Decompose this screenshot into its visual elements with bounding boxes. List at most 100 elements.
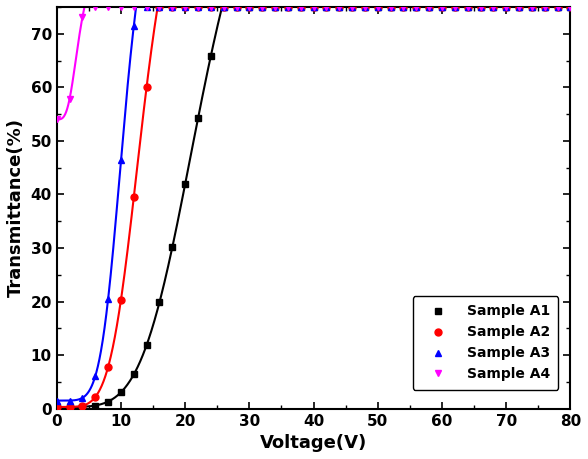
Sample A3 [336,4,343,10]
Sample A3 [439,4,446,10]
Sample A1 [259,4,266,10]
Line: Sample A4: Sample A4 [54,4,574,123]
Sample A4 [246,4,253,10]
Sample A4 [195,4,202,10]
Sample A1 [336,4,343,10]
Sample A4 [336,4,343,10]
Sample A3 [92,374,99,379]
Sample A3 [272,4,279,10]
Sample A3 [375,4,382,10]
Sample A2 [426,4,433,10]
Line: Sample A3: Sample A3 [54,4,574,404]
Sample A3 [464,4,471,10]
Sample A1 [490,4,497,10]
Sample A3 [567,4,574,10]
Sample A1 [310,4,317,10]
Sample A1 [220,4,227,10]
Sample A3 [105,297,112,302]
Sample A1 [554,4,561,10]
Sample A2 [439,4,446,10]
Sample A1 [156,300,163,305]
Sample A1 [323,4,330,10]
Sample A1 [195,116,202,121]
Sample A3 [259,4,266,10]
Sample A3 [529,4,536,10]
Sample A3 [66,398,73,403]
Sample A2 [452,4,459,10]
Sample A4 [182,4,189,10]
Sample A2 [554,4,561,10]
Sample A1 [246,4,253,10]
Sample A4 [220,4,227,10]
Sample A2 [477,4,484,10]
Sample A4 [156,4,163,10]
Sample A2 [131,195,138,200]
Sample A3 [53,398,60,403]
Sample A4 [143,4,150,10]
Sample A2 [53,404,60,410]
Sample A4 [79,15,86,20]
Sample A2 [182,4,189,10]
Sample A1 [169,245,176,250]
X-axis label: Voltage(V): Voltage(V) [260,434,368,452]
Sample A4 [452,4,459,10]
Sample A3 [452,4,459,10]
Sample A3 [118,157,125,163]
Sample A1 [272,4,279,10]
Sample A3 [413,4,420,10]
Sample A2 [208,4,215,10]
Sample A4 [567,4,574,10]
Sample A1 [464,4,471,10]
Sample A3 [285,4,292,10]
Sample A4 [400,4,407,10]
Sample A3 [156,4,163,10]
Sample A2 [400,4,407,10]
Legend: Sample A1, Sample A2, Sample A3, Sample A4: Sample A1, Sample A2, Sample A3, Sample … [413,296,559,390]
Sample A1 [375,4,382,10]
Sample A2 [246,4,253,10]
Sample A1 [452,4,459,10]
Sample A3 [220,4,227,10]
Sample A4 [426,4,433,10]
Sample A2 [323,4,330,10]
Sample A3 [362,4,369,10]
Sample A1 [208,53,215,59]
Sample A1 [143,342,150,348]
Sample A4 [413,4,420,10]
Sample A4 [529,4,536,10]
Sample A4 [118,4,125,10]
Sample A2 [413,4,420,10]
Sample A2 [567,4,574,10]
Sample A4 [53,117,60,122]
Sample A1 [362,4,369,10]
Sample A1 [53,404,60,410]
Sample A4 [503,4,510,10]
Sample A4 [259,4,266,10]
Sample A3 [503,4,510,10]
Sample A2 [285,4,292,10]
Sample A3 [195,4,202,10]
Sample A3 [541,4,548,10]
Sample A1 [541,4,548,10]
Sample A4 [272,4,279,10]
Sample A3 [400,4,407,10]
Sample A1 [387,4,394,10]
Sample A2 [118,297,125,302]
Sample A1 [349,4,356,10]
Sample A1 [297,4,304,10]
Sample A2 [143,84,150,90]
Sample A1 [400,4,407,10]
Sample A2 [195,4,202,10]
Sample A2 [272,4,279,10]
Sample A2 [220,4,227,10]
Sample A1 [105,399,112,404]
Sample A2 [233,4,240,10]
Sample A1 [92,403,99,408]
Sample A4 [477,4,484,10]
Sample A3 [246,4,253,10]
Sample A4 [310,4,317,10]
Line: Sample A2: Sample A2 [54,4,574,410]
Sample A2 [105,364,112,370]
Sample A2 [349,4,356,10]
Sample A4 [208,4,215,10]
